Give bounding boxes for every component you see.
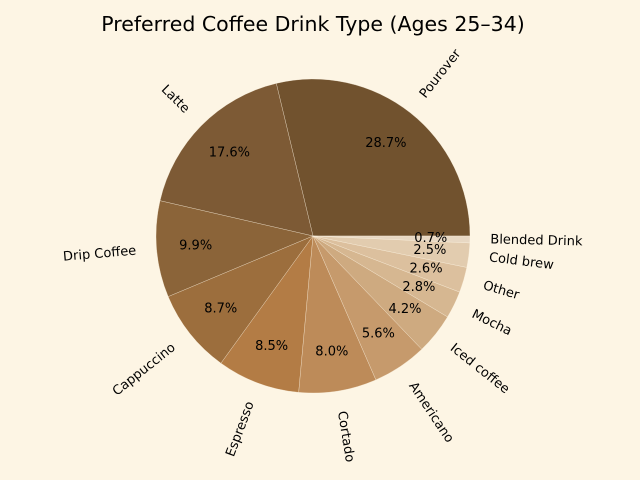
percent-labels: 28.7% 17.6% 9.9% 8.7% 8.5% 8.0% 5.6% 4.2% 2.8% 2.… (179, 136, 447, 360)
slice-latte (159, 83, 314, 237)
percent-label-cold-brew: 2.5% (413, 243, 446, 258)
percent-label-cortado: 8.0% (315, 345, 348, 360)
percent-label-other: 2.6% (410, 261, 443, 276)
category-label-americano: Americano (405, 379, 456, 445)
percent-label-latte: 17.6% (209, 146, 250, 161)
category-label-iced-coffee: Iced coffee (447, 341, 512, 397)
percent-label-mocha: 2.8% (402, 280, 435, 295)
category-label-blended-drink: Blended Drink (490, 232, 583, 249)
slice-drip-coffee (155, 200, 314, 297)
category-label-other: Other (481, 278, 521, 303)
percent-label-iced-coffee: 4.2% (389, 302, 422, 317)
slice-cappuccino (167, 235, 314, 364)
percent-label-pourover: 28.7% (365, 136, 406, 151)
category-label-mocha: Mocha (469, 307, 514, 339)
category-label-cold-brew: Cold brew (488, 250, 555, 273)
slice-pourover (276, 78, 471, 237)
chart-title: Preferred Coffee Drink Type (Ages 25–34) (101, 12, 524, 36)
category-label-pourover: Pourover (417, 46, 465, 101)
category-label-cortado: Cortado (334, 410, 357, 463)
percent-label-drip-coffee: 9.9% (179, 239, 212, 254)
percent-label-americano: 5.6% (362, 326, 395, 341)
category-label-espresso: Espresso (223, 399, 257, 458)
category-label-drip-coffee: Drip Coffee (63, 244, 137, 265)
slice-espresso (220, 235, 314, 393)
percent-label-espresso: 8.5% (255, 339, 288, 354)
percent-label-blended-drink: 0.7% (414, 231, 447, 246)
category-label-cappuccino: Cappuccino (110, 340, 179, 399)
slice-blended-drink (312, 235, 471, 244)
category-label-latte: Latte (158, 82, 192, 116)
pie-slices (155, 78, 471, 394)
percent-label-cappuccino: 8.7% (204, 302, 237, 317)
